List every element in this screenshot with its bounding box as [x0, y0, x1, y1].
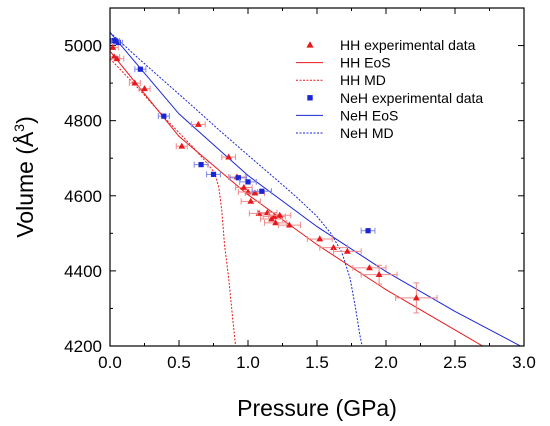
data-point-triangle: [343, 247, 351, 254]
data-point-square: [259, 188, 265, 194]
x-tick-label: 1.5: [305, 353, 329, 372]
data-point-triangle: [286, 221, 293, 228]
plot-frame: [109, 7, 525, 347]
y-tick-label: 4400: [64, 262, 102, 281]
data-point-square: [161, 113, 167, 119]
series-line: [110, 58, 237, 346]
legend-label: HH MD: [340, 72, 386, 88]
data-point-triangle: [194, 120, 202, 127]
x-tick-label: 1.0: [236, 353, 260, 372]
legend-label: HH experimental data: [340, 37, 476, 53]
x-tick-label: 3.0: [512, 353, 536, 372]
data-point-square: [115, 39, 121, 46]
legend-label: NeH experimental data: [340, 90, 483, 106]
x-tick-label: 0.5: [167, 353, 191, 372]
data-point-triangle: [366, 264, 373, 271]
data-point-triangle: [240, 183, 248, 190]
data-point-triangle: [110, 43, 117, 50]
tick-labels: 0.0 0.5 1.0 1.5 2.0 2.5 3.0 4200 4400 4600 4800 500…: [64, 37, 536, 372]
y-tick-label: 4200: [64, 337, 102, 356]
y-tick-label: 4800: [64, 112, 102, 131]
data-point-triangle: [141, 85, 148, 92]
data-point-square: [245, 179, 251, 185]
legend-marker-triangle: [306, 41, 314, 48]
data-point-square: [210, 171, 217, 177]
data-point-triangle: [412, 294, 420, 301]
data-point-triangle: [251, 189, 259, 196]
series-line: [110, 50, 483, 346]
data-point-triangle: [330, 244, 337, 251]
legend-label: NeH MD: [340, 125, 394, 141]
legend-marker-square: [307, 95, 313, 101]
y-axis-title-sup: 3: [11, 124, 27, 132]
series-line: [110, 32, 363, 346]
y-tick-label: 5000: [64, 37, 102, 56]
data-point-square: [235, 175, 241, 181]
tick-marks: [109, 8, 525, 347]
data-point-triangle: [178, 142, 186, 149]
series-line: [110, 32, 522, 346]
plot-data: [110, 32, 522, 346]
x-tick-label: 2.0: [374, 353, 398, 372]
y-axis-title-close: ): [12, 116, 38, 124]
data-point-triangle: [375, 271, 383, 278]
data-point-triangle: [316, 235, 324, 242]
data-point-triangle: [225, 153, 233, 160]
y-axis-title: Volume (Å3): [11, 116, 38, 238]
data-point-triangle: [247, 197, 255, 204]
data-point-triangle: [270, 212, 278, 219]
data-point-triangle: [272, 219, 279, 226]
data-point-triangle: [113, 55, 121, 62]
y-axis-title-main: Volume (Å: [11, 131, 38, 238]
data-point-square: [198, 162, 204, 168]
y-tick-label: 4600: [64, 187, 102, 206]
data-point-square: [112, 38, 119, 44]
data-point-triangle: [131, 79, 139, 86]
data-point-square: [137, 66, 143, 72]
legend-label: HH EoS: [340, 55, 391, 71]
data-point-triangle: [276, 211, 284, 218]
x-tick-label: 0.0: [98, 353, 122, 372]
legend-label: NeH EoS: [340, 107, 398, 123]
data-point-square: [365, 228, 371, 234]
x-tick-label: 2.5: [443, 353, 467, 372]
x-axis-title: Pressure (GPa): [237, 395, 397, 421]
